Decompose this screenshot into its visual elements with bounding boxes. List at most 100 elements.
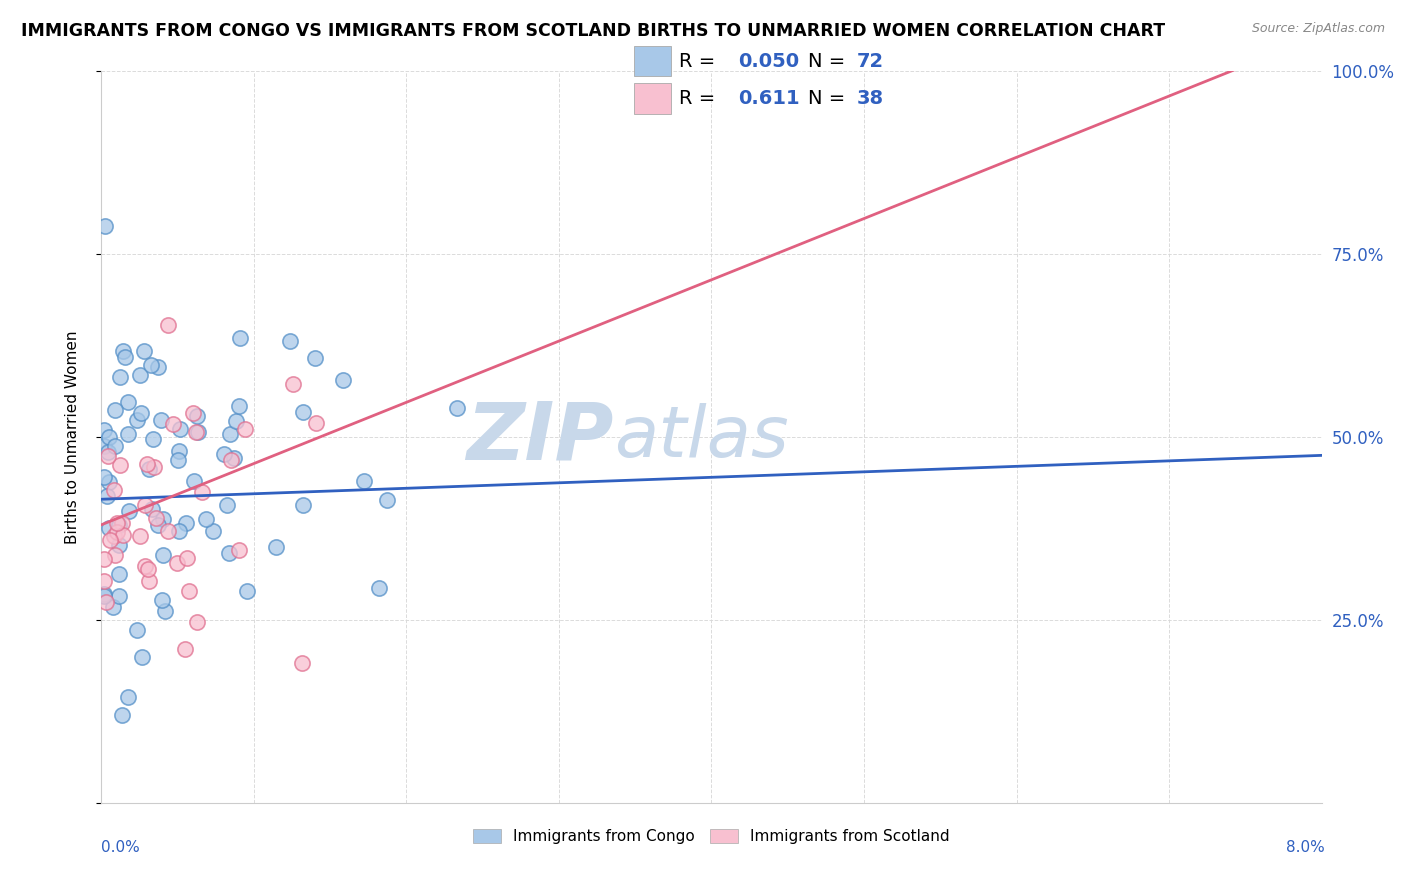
Point xyxy=(166,556,188,570)
Point xyxy=(150,593,173,607)
Point xyxy=(97,521,120,535)
Point xyxy=(176,516,198,530)
Point xyxy=(446,401,468,416)
Point xyxy=(96,489,118,503)
Point xyxy=(117,690,139,704)
Point xyxy=(134,558,156,573)
Point xyxy=(104,548,127,562)
Point xyxy=(93,470,115,484)
Point xyxy=(152,511,174,525)
Point xyxy=(195,512,218,526)
Point xyxy=(103,439,125,453)
Point xyxy=(139,358,162,372)
Point xyxy=(112,343,135,358)
Point xyxy=(162,417,184,431)
Point xyxy=(100,533,122,548)
Point xyxy=(143,459,166,474)
Point xyxy=(110,370,132,384)
Text: R =: R = xyxy=(679,52,721,70)
Text: N =: N = xyxy=(808,52,852,70)
Point xyxy=(135,458,157,472)
FancyBboxPatch shape xyxy=(634,84,671,114)
Point xyxy=(228,542,250,557)
Point xyxy=(129,529,152,543)
Point xyxy=(103,483,125,497)
Point xyxy=(93,439,115,453)
Point xyxy=(145,511,167,525)
Point xyxy=(138,462,160,476)
Text: Source: ZipAtlas.com: Source: ZipAtlas.com xyxy=(1251,22,1385,36)
Point xyxy=(179,584,201,599)
Point xyxy=(93,423,115,437)
Point xyxy=(174,641,197,656)
Point xyxy=(117,426,139,441)
Point xyxy=(235,584,257,599)
Point xyxy=(111,708,134,723)
Point xyxy=(283,377,305,392)
Point xyxy=(153,604,176,618)
Point xyxy=(96,445,118,459)
Point xyxy=(127,413,149,427)
Point xyxy=(167,524,190,538)
Text: IMMIGRANTS FROM CONGO VS IMMIGRANTS FROM SCOTLAND BIRTHS TO UNMARRIED WOMEN CORR: IMMIGRANTS FROM CONGO VS IMMIGRANTS FROM… xyxy=(21,22,1166,40)
Point xyxy=(217,498,239,512)
Point xyxy=(233,421,256,435)
Point xyxy=(138,574,160,588)
Point xyxy=(107,589,129,603)
Legend: Immigrants from Congo, Immigrants from Scotland: Immigrants from Congo, Immigrants from S… xyxy=(467,822,956,850)
Text: 0.0%: 0.0% xyxy=(101,840,141,855)
Point xyxy=(169,444,191,458)
Point xyxy=(108,518,131,533)
Point xyxy=(264,540,287,554)
Point xyxy=(117,395,139,409)
Y-axis label: Births to Unmarried Women: Births to Unmarried Women xyxy=(66,330,80,544)
Point xyxy=(291,656,314,670)
Text: 0.611: 0.611 xyxy=(738,89,800,108)
Text: atlas: atlas xyxy=(614,402,789,472)
Point xyxy=(104,402,127,417)
Point xyxy=(186,425,208,440)
Point xyxy=(183,474,205,488)
Point xyxy=(278,334,301,348)
Point xyxy=(176,551,198,566)
Point xyxy=(191,485,214,500)
Text: N =: N = xyxy=(808,89,852,108)
Point xyxy=(149,413,172,427)
Point xyxy=(375,492,398,507)
Point xyxy=(152,548,174,562)
Point xyxy=(305,417,328,431)
Point xyxy=(169,422,191,436)
Point xyxy=(103,529,125,543)
Point xyxy=(98,475,121,489)
Point xyxy=(353,474,375,488)
Point xyxy=(93,552,115,566)
Point xyxy=(97,449,120,463)
Point xyxy=(156,318,179,332)
Point xyxy=(224,451,246,466)
Point xyxy=(304,351,326,365)
Point xyxy=(186,409,208,423)
Point xyxy=(134,344,156,359)
Point xyxy=(93,589,115,603)
Point xyxy=(181,406,204,420)
Text: ZIP: ZIP xyxy=(467,398,614,476)
Point xyxy=(202,524,225,538)
Point xyxy=(93,574,115,588)
Point xyxy=(94,219,117,233)
Text: 72: 72 xyxy=(856,52,883,70)
Point xyxy=(146,360,169,375)
Point xyxy=(212,447,235,461)
Point xyxy=(368,581,391,595)
Point xyxy=(141,501,163,516)
Point xyxy=(111,516,134,531)
Point xyxy=(134,498,156,512)
Point xyxy=(127,623,149,637)
Point xyxy=(187,425,209,440)
Point xyxy=(142,432,165,446)
Point xyxy=(110,458,132,472)
Point xyxy=(167,452,190,467)
Point xyxy=(131,406,153,420)
Point xyxy=(101,599,124,614)
Text: 38: 38 xyxy=(856,89,883,108)
Point xyxy=(107,566,129,581)
